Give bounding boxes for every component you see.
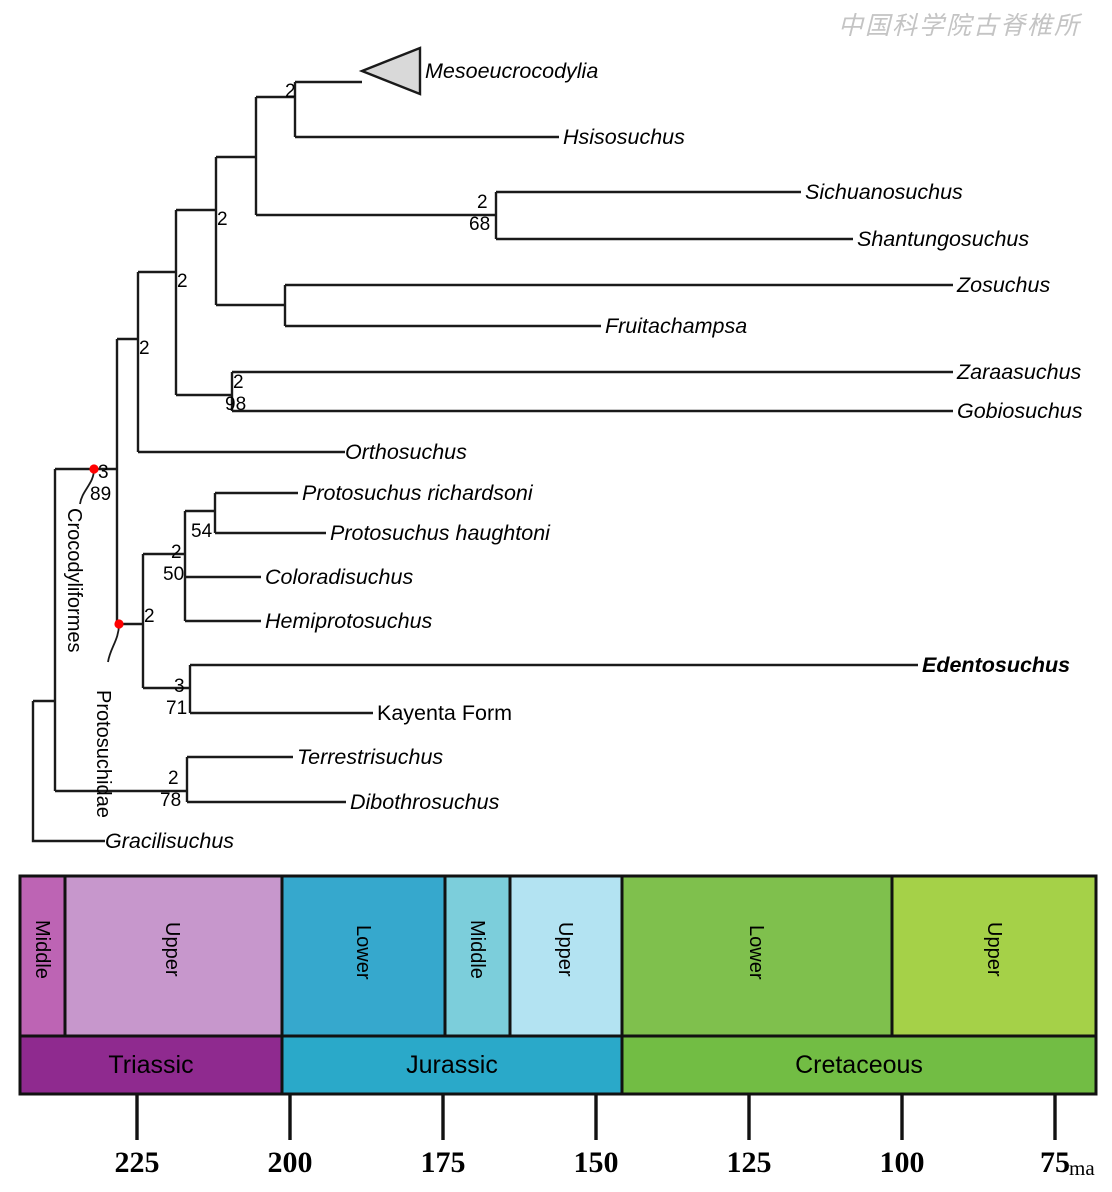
tick-label-225: 225 — [114, 1146, 160, 1179]
tick-label-175: 175 — [420, 1146, 466, 1179]
taxon-label-zaraasuchus: Zaraasuchus — [957, 360, 1082, 384]
taxon-label-hemiprotosuchus: Hemiprotosuchus — [265, 609, 433, 633]
node-support-protosuchus-pair-bottom: 54 — [191, 521, 213, 542]
cladogram-lines — [31, 46, 953, 843]
epoch-label-triassic-upper: Upper — [161, 922, 183, 977]
taxon-label-orthosuchus: Orthosuchus — [345, 440, 467, 464]
node-support-protosuchidae-top: 2 — [144, 606, 155, 627]
clade-label-protosuchidae: Protosuchidae — [92, 690, 114, 818]
epoch-label-cretaceous-lower: Lower — [745, 925, 767, 980]
epoch-label-triassic-middle: Middle — [31, 920, 53, 979]
epoch-block-jurassic-upper — [508, 874, 624, 1038]
axis-ticks — [135, 1094, 1057, 1140]
taxon-label-terrestrisuchus: Terrestrisuchus — [297, 745, 444, 769]
epoch-block-cretaceous-lower — [620, 874, 894, 1038]
taxon-label-kayenta-form: Kayenta Form — [377, 701, 513, 725]
node-support-edentosuchus-top: 3 — [174, 676, 185, 697]
epoch-label-jurassic-upper: Upper — [554, 922, 576, 977]
protosuchidae-node-marker — [114, 619, 124, 629]
taxon-label-sichuanosuchus: Sichuanosuchus — [805, 180, 963, 204]
node-support-node176-top: 2 — [177, 271, 188, 292]
taxon-label-shantungosuchus: Shantungosuchus — [857, 227, 1030, 251]
node-support-grade-node-top: 2 — [139, 338, 150, 359]
crocodyliformes-node-marker — [89, 464, 99, 474]
period-block-jurassic — [280, 1034, 624, 1096]
taxon-label-protosuchus-richardsoni: Protosuchus richardsoni — [302, 481, 533, 505]
node-support-gobiosuchid-bottom: 98 — [225, 394, 247, 415]
node-support-gobiosuchid-top: 2 — [233, 372, 244, 393]
geologic-timescale — [18, 874, 1098, 1140]
taxon-label-dibothrosuchus: Dibothrosuchus — [350, 790, 500, 814]
taxon-label-coloradisuchus: Coloradisuchus — [265, 565, 414, 589]
mesoeucrocodylia-collapsed-triangle — [358, 46, 422, 96]
period-label-triassic: Triassic — [108, 1051, 194, 1079]
taxon-label-gobiosuchus: Gobiosuchus — [957, 399, 1083, 423]
epoch-label-jurassic-middle: Middle — [466, 920, 488, 979]
epoch-row — [18, 874, 1098, 1038]
clade-label-crocodyliformes: Crocodyliformes — [63, 508, 85, 653]
epoch-label-jurassic-lower: Lower — [352, 925, 374, 980]
node-support-mesoeucrocodylia-top: 2 — [285, 81, 296, 102]
node-support-node216-top: 2 — [217, 209, 228, 230]
tick-label-150: 150 — [573, 1146, 619, 1179]
node-support-crocodyliformes-bottom: 89 — [90, 484, 112, 505]
tick-label-200: 200 — [267, 1146, 313, 1179]
node-support-crocodyliformes-top: 3 — [98, 462, 109, 483]
epoch-label-cretaceous-upper: Upper — [983, 922, 1005, 977]
axis-unit-label: ma — [1069, 1156, 1095, 1180]
node-support-sichuanosuchus-top: 2 — [477, 192, 488, 213]
taxon-label-mesoeucrocodylia: Mesoeucrocodylia — [425, 59, 599, 83]
node-support-sichuanosuchus-bottom: 68 — [469, 214, 491, 235]
period-label-cretaceous: Cretaceous — [795, 1051, 923, 1079]
node-support-protosuchus-group-bottom: 50 — [163, 564, 185, 585]
taxon-label-hsisosuchus: Hsisosuchus — [563, 125, 685, 149]
period-block-triassic — [18, 1034, 284, 1096]
node-support-terrestrisuchus-top: 2 — [168, 768, 179, 789]
taxon-label-gracilisuchus: Gracilisuchus — [105, 829, 235, 853]
epoch-block-jurassic-lower — [280, 874, 447, 1038]
tick-label-100: 100 — [879, 1146, 925, 1179]
period-row — [18, 1034, 1098, 1096]
institute-watermark: 中国科学院古脊椎所 — [838, 13, 1082, 40]
period-label-jurassic: Jurassic — [406, 1051, 498, 1079]
tick-label-75: 75 — [1040, 1146, 1070, 1179]
node-support-terrestrisuchus-bottom: 78 — [160, 790, 182, 811]
protosuchidae-leader-line — [107, 623, 120, 663]
branch-gracilisuchus — [31, 701, 105, 843]
period-block-cretaceous — [620, 1034, 1098, 1096]
node-support-edentosuchus-bottom: 71 — [166, 698, 188, 719]
taxon-label-edentosuchus: Edentosuchus — [922, 653, 1071, 677]
tick-label-125: 125 — [726, 1146, 772, 1179]
epoch-block-jurassic-middle — [443, 874, 512, 1038]
taxon-label-protosuchus-haughtoni: Protosuchus haughtoni — [330, 521, 550, 545]
epoch-block-cretaceous-upper — [890, 874, 1098, 1038]
taxon-label-zosuchus: Zosuchus — [957, 273, 1051, 297]
node-support-protosuchus-group-top: 2 — [171, 542, 182, 563]
taxon-label-fruitachampsa: Fruitachampsa — [605, 314, 748, 338]
